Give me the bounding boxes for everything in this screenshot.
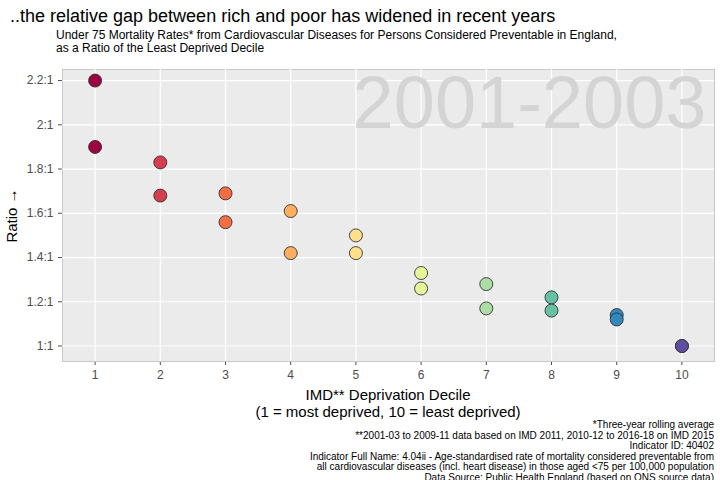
svg-text:2: 2 (157, 368, 164, 382)
svg-text:2001-2003: 2001-2003 (353, 64, 707, 144)
html-text:*Three-year rolling average: *Three-year rolling average (592, 419, 714, 430)
svg-text:Ratio →: Ratio → (3, 188, 20, 242)
svg-text:1.8:1: 1.8:1 (27, 162, 54, 176)
svg-text:3: 3 (222, 368, 229, 382)
svg-text:1.2:1: 1.2:1 (27, 295, 54, 309)
html-text:Indicator Full Name: 4.04ii -: Indicator Full Name: 4.04ii - Age-standa… (309, 450, 714, 462)
html-text:as a Ratio of the Least Depriv: as a Ratio of the Least Deprived Decile (56, 41, 265, 55)
html-text:**2001-03 to 2009-11 data base: **2001-03 to 2009-11 data based on IMD 2… (355, 429, 714, 441)
html-text:Under 75 Mortality Rates* from: Under 75 Mortality Rates* from Cardiovas… (56, 28, 617, 42)
html-text:IMD** Deprivation Decile (1 =: IMD** Deprivation Decile (1 = most depri… (255, 386, 521, 420)
svg-text:2.2:1: 2.2:1 (27, 73, 54, 87)
html-text:Indicator ID: 40402: Indicator ID: 40402 (629, 440, 714, 451)
svg-text:4: 4 (287, 368, 294, 382)
svg-text:6: 6 (418, 368, 425, 382)
svg-text:1.4:1: 1.4:1 (27, 250, 54, 264)
svg-text:10: 10 (675, 368, 689, 382)
html-text:all cardiovascular diseases (i: all cardiovascular diseases (incl. heart… (316, 461, 714, 472)
svg-text:9: 9 (613, 368, 620, 382)
svg-text:2:1: 2:1 (37, 118, 54, 132)
svg-text:1: 1 (92, 368, 99, 382)
svg-text:7: 7 (483, 368, 490, 382)
html-text:..the relative gap between ric: ..the relative gap between rich and poor… (10, 6, 556, 26)
svg-text:8: 8 (548, 368, 555, 382)
svg-text:1.6:1: 1.6:1 (27, 206, 54, 220)
svg-text:5: 5 (353, 368, 360, 382)
svg-text:1:1: 1:1 (37, 339, 54, 353)
